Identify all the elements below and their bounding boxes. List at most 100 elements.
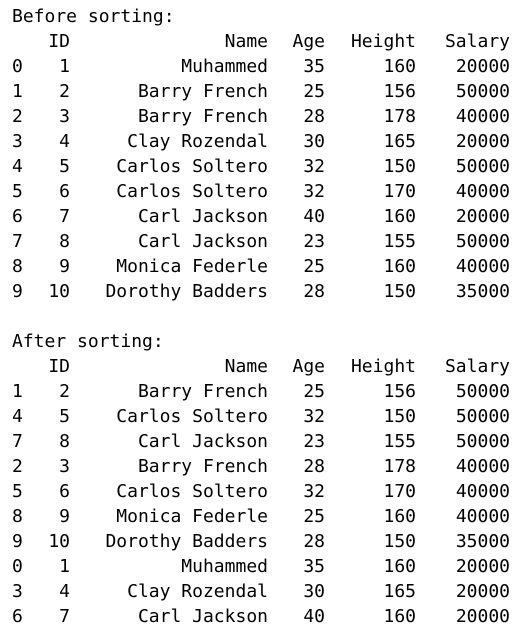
cell-name: Monica Federle [116, 506, 268, 527]
row-index: 3 [12, 131, 23, 152]
row-index: 7 [12, 231, 23, 252]
cell-age: 30 [303, 581, 325, 602]
cell-salary: 50000 [455, 431, 510, 452]
cell-name: Carlos Soltero [116, 406, 268, 427]
cell-salary: 20000 [455, 606, 510, 627]
cell-name: Clay Rozendal [127, 131, 268, 152]
cell-height: 155 [383, 431, 416, 452]
table-row: 1 2 Barry French 25 156 50000 [0, 79, 526, 104]
cell-height: 178 [383, 456, 416, 477]
cell-id: 6 [59, 481, 70, 502]
cell-height: 160 [383, 256, 416, 277]
cell-id: 8 [59, 231, 70, 252]
cell-name: Muhammed [181, 556, 268, 577]
table-row: 9 10 Dorothy Badders 28 150 35000 [0, 529, 526, 554]
cell-id: 5 [59, 406, 70, 427]
table-row: 8 9 Monica Federle 25 160 40000 [0, 254, 526, 279]
cell-name: Carl Jackson [137, 231, 268, 252]
cell-age: 28 [303, 281, 325, 302]
cell-id: 7 [59, 206, 70, 227]
cell-id: 9 [59, 506, 70, 527]
cell-salary: 20000 [455, 556, 510, 577]
row-index: 1 [12, 381, 23, 402]
cell-salary: 20000 [455, 56, 510, 77]
cell-salary: 50000 [455, 156, 510, 177]
cell-name: Barry French [137, 381, 268, 402]
cell-id: 2 [59, 381, 70, 402]
table-row: 7 8 Carl Jackson 23 155 50000 [0, 229, 526, 254]
cell-id: 7 [59, 606, 70, 627]
column-header-id: ID [48, 356, 70, 377]
cell-height: 160 [383, 56, 416, 77]
row-index: 1 [12, 81, 23, 102]
cell-name: Barry French [137, 456, 268, 477]
table-row: 5 6 Carlos Soltero 32 170 40000 [0, 179, 526, 204]
row-index: 9 [12, 531, 23, 552]
cell-salary: 40000 [455, 481, 510, 502]
cell-height: 160 [383, 606, 416, 627]
table-row: 5 6 Carlos Soltero 32 170 40000 [0, 479, 526, 504]
cell-height: 156 [383, 381, 416, 402]
row-index: 4 [12, 156, 23, 177]
cell-age: 25 [303, 81, 325, 102]
cell-age: 23 [303, 231, 325, 252]
cell-height: 165 [383, 131, 416, 152]
table-row: 0 1 Muhammed 35 160 20000 [0, 554, 526, 579]
table-row: 4 5 Carlos Soltero 32 150 50000 [0, 154, 526, 179]
cell-height: 165 [383, 581, 416, 602]
table-row: 2 3 Barry French 28 178 40000 [0, 454, 526, 479]
row-index: 8 [12, 256, 23, 277]
cell-id: 3 [59, 106, 70, 127]
cell-name: Muhammed [181, 56, 268, 77]
cell-age: 28 [303, 531, 325, 552]
cell-height: 160 [383, 206, 416, 227]
cell-name: Carlos Soltero [116, 481, 268, 502]
row-index: 5 [12, 481, 23, 502]
table-header-after: ID Name Age Height Salary [0, 354, 526, 379]
cell-age: 35 [303, 556, 325, 577]
column-header-salary: Salary [444, 31, 510, 52]
cell-salary: 40000 [455, 456, 510, 477]
column-header-height: Height [350, 31, 416, 52]
cell-id: 8 [59, 431, 70, 452]
cell-salary: 40000 [455, 181, 510, 202]
cell-name: Carlos Soltero [116, 181, 268, 202]
table-row: 3 4 Clay Rozendal 30 165 20000 [0, 129, 526, 154]
table-row: 3 4 Clay Rozendal 30 165 20000 [0, 579, 526, 604]
cell-height: 178 [383, 106, 416, 127]
row-index: 7 [12, 431, 23, 452]
cell-name: Carl Jackson [137, 206, 268, 227]
row-index: 5 [12, 181, 23, 202]
row-index: 0 [12, 56, 23, 77]
cell-height: 160 [383, 506, 416, 527]
cell-age: 32 [303, 181, 325, 202]
table-row: 2 3 Barry French 28 178 40000 [0, 104, 526, 129]
row-index: 8 [12, 506, 23, 527]
table-header-before: ID Name Age Height Salary [0, 29, 526, 54]
table-row: 1 2 Barry French 25 156 50000 [0, 379, 526, 404]
cell-age: 32 [303, 156, 325, 177]
column-header-salary: Salary [444, 356, 510, 377]
cell-height: 155 [383, 231, 416, 252]
column-header-name: Name [224, 356, 268, 377]
cell-age: 32 [303, 481, 325, 502]
cell-age: 40 [303, 606, 325, 627]
column-header-id: ID [48, 31, 70, 52]
cell-name: Clay Rozendal [127, 581, 268, 602]
cell-name: Carl Jackson [137, 606, 268, 627]
cell-salary: 40000 [455, 256, 510, 277]
cell-height: 170 [383, 481, 416, 502]
cell-salary: 50000 [455, 81, 510, 102]
column-header-name: Name [224, 31, 268, 52]
cell-salary: 20000 [455, 581, 510, 602]
cell-salary: 35000 [455, 281, 510, 302]
column-header-age: Age [292, 356, 325, 377]
cell-age: 23 [303, 431, 325, 452]
cell-name: Monica Federle [116, 256, 268, 277]
cell-name: Carl Jackson [137, 431, 268, 452]
cell-salary: 20000 [455, 131, 510, 152]
column-header-age: Age [292, 31, 325, 52]
row-index: 4 [12, 406, 23, 427]
row-index: 3 [12, 581, 23, 602]
